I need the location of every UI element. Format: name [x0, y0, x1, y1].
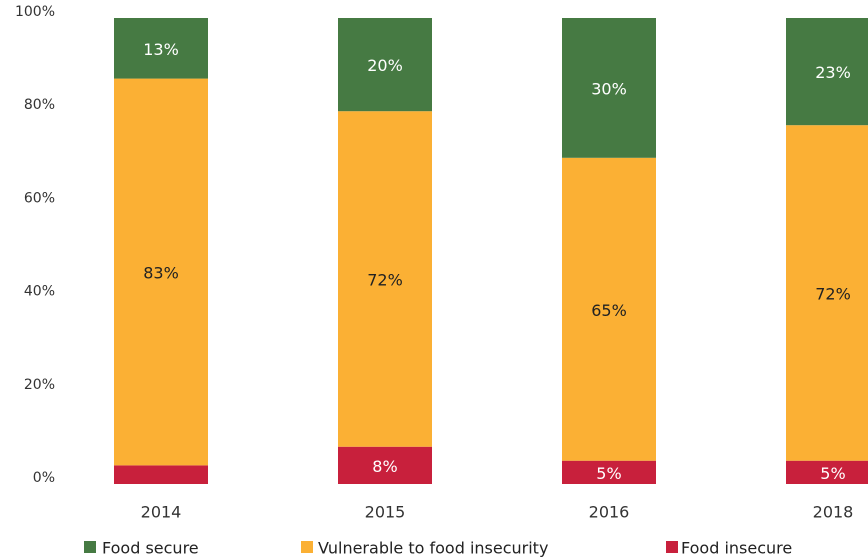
bar-segment [786, 460, 868, 484]
data-label: 5% [820, 464, 845, 483]
data-label: 23% [815, 63, 851, 82]
data-label: 72% [815, 284, 851, 303]
legend-label: Food secure [102, 539, 199, 558]
bar-segment [114, 78, 208, 466]
legend-swatch [666, 541, 678, 553]
bar-segment [114, 18, 208, 79]
legend-label: Vulnerable to food insecurity [318, 539, 548, 558]
x-tick-label: 2014 [141, 503, 182, 522]
legend-swatch [84, 541, 96, 553]
bar-segment [786, 125, 868, 461]
data-label: 13% [143, 40, 179, 59]
bar-segment [338, 111, 432, 447]
bar-segment [562, 460, 656, 484]
x-tick-label: 2016 [589, 503, 630, 522]
y-tick-label: 80% [24, 97, 55, 113]
data-label: 30% [591, 79, 627, 98]
y-tick-label: 100% [15, 4, 55, 20]
bar-segment [562, 18, 656, 158]
data-label: 20% [367, 56, 403, 75]
data-label: 8% [372, 457, 397, 476]
x-tick-label: 2015 [365, 503, 406, 522]
y-tick-label: 60% [24, 190, 55, 206]
legend-swatch [301, 541, 313, 553]
y-tick-label: 20% [24, 377, 55, 393]
bar-segment [338, 446, 432, 484]
y-tick-label: 0% [33, 470, 55, 486]
bar-segment [786, 18, 868, 126]
data-label: 83% [143, 263, 179, 282]
y-tick-label: 40% [24, 284, 55, 300]
bar-segment [114, 465, 208, 484]
data-label: 72% [367, 270, 403, 289]
data-label: 65% [591, 301, 627, 320]
legend-label: Food insecure [681, 539, 792, 558]
data-label: 5% [596, 464, 621, 483]
x-tick-label: 2018 [813, 503, 854, 522]
bar-segment [562, 157, 656, 461]
bar-segment [338, 18, 432, 112]
